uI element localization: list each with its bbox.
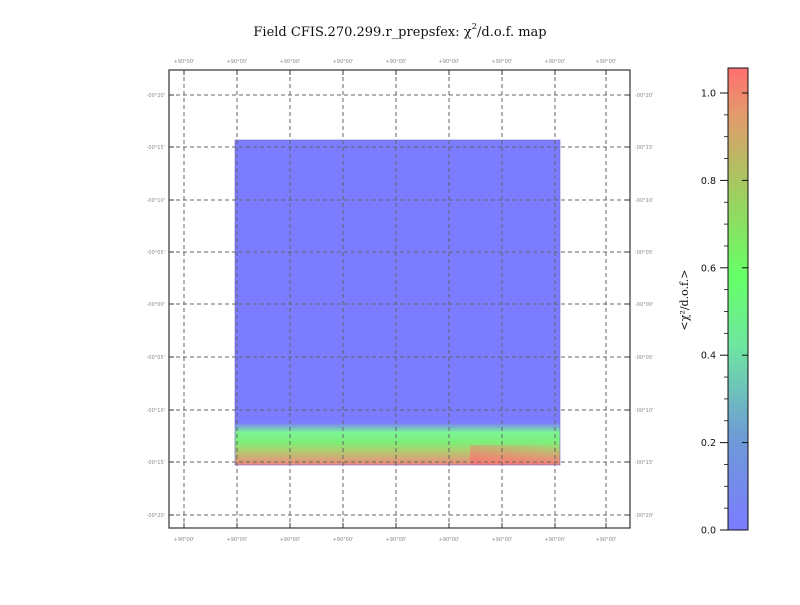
x-tick-label-bottom: +90°00' [280,537,301,543]
y-tick-label-right: -00°15' [635,145,653,151]
heat-field-hotspot [470,445,560,465]
y-tick-label-left: -00°20' [147,93,165,99]
x-tick-label-top: +90°00' [174,59,195,65]
chart-title: Field CFIS.270.299.r_prepsfex: χ2/d.o.f.… [253,22,546,40]
x-ticks: +90°00' +90°00' +90°00' +90°00' +90°00' +90°0… [174,59,617,543]
colorbar-ticks: 1.0 0.8 0.6 0.4 0.2 0.0 [701,89,748,537]
colorbar-tick-label: 0.2 [701,438,716,449]
chart-title-sup: 2 [472,22,477,32]
colorbar-gradient [727,67,749,531]
y-tick-label-right: -00°00' [635,302,653,308]
y-tick-label-right: -00°15' [635,460,653,466]
colorbar-label: <χ²/d.o.f.> [678,270,691,331]
colorbar-tick-label: 0.8 [701,176,716,187]
x-tick-label-top: +90°00' [492,59,513,65]
y-tick-label-left: -00°15' [147,145,165,151]
x-tick-label-bottom: +90°00' [492,537,513,543]
x-tick-label-top: +90°00' [227,59,248,65]
y-tick-label-left: -00°15' [147,460,165,466]
y-tick-label-right: -00°20' [635,513,653,519]
x-tick-label-bottom: +90°00' [174,537,195,543]
y-tick-label-left: -00°10' [147,198,165,204]
y-tick-label-left: -00°00' [147,302,165,308]
y-tick-label-left: -00°05' [147,355,165,361]
y-ticks: -00°20' -00°20' -00°15' -00°15' -00°10' -00°1… [147,93,654,519]
x-tick-label-bottom: +90°00' [227,537,248,543]
colorbar-tick-label: 0.6 [701,263,716,274]
colorbar-tick-label: 0.0 [701,526,716,537]
heat-field [234,139,561,466]
y-tick-label-left: -00°20' [147,513,165,519]
y-tick-label-right: -00°20' [635,93,653,99]
chart-title-main: Field CFIS.270.299.r_prepsfex: χ [253,25,471,40]
x-tick-label-bottom: +90°00' [386,537,407,543]
x-tick-label-bottom: +90°00' [439,537,460,543]
colorbar: 1.0 0.8 0.6 0.4 0.2 0.0 <χ²/d.o.f.> [678,67,749,537]
y-tick-label-right: -00°10' [635,198,653,204]
x-tick-label-top: +90°00' [386,59,407,65]
colorbar-tick-label: 0.4 [701,351,716,362]
y-tick-label-left: -00°05' [147,250,165,256]
y-tick-label-right: -00°10' [635,408,653,414]
x-tick-label-bottom: +90°00' [545,537,566,543]
heat-field-border [234,139,561,466]
y-tick-label-left: -00°10' [147,408,165,414]
x-tick-label-top: +90°00' [333,59,354,65]
grid [169,70,630,528]
y-tick-label-right: -00°05' [635,355,653,361]
x-tick-label-top: +90°00' [280,59,301,65]
heat-field-body [235,140,560,465]
x-tick-label-top: +90°00' [596,59,617,65]
x-tick-label-bottom: +90°00' [333,537,354,543]
colorbar-tick-label: 1.0 [701,89,716,100]
x-tick-label-top: +90°00' [439,59,460,65]
y-tick-label-right: -00°05' [635,250,653,256]
chart-title-suffix: /d.o.f. map [477,25,547,40]
x-tick-label-bottom: +90°00' [596,537,617,543]
x-tick-label-top: +90°00' [545,59,566,65]
